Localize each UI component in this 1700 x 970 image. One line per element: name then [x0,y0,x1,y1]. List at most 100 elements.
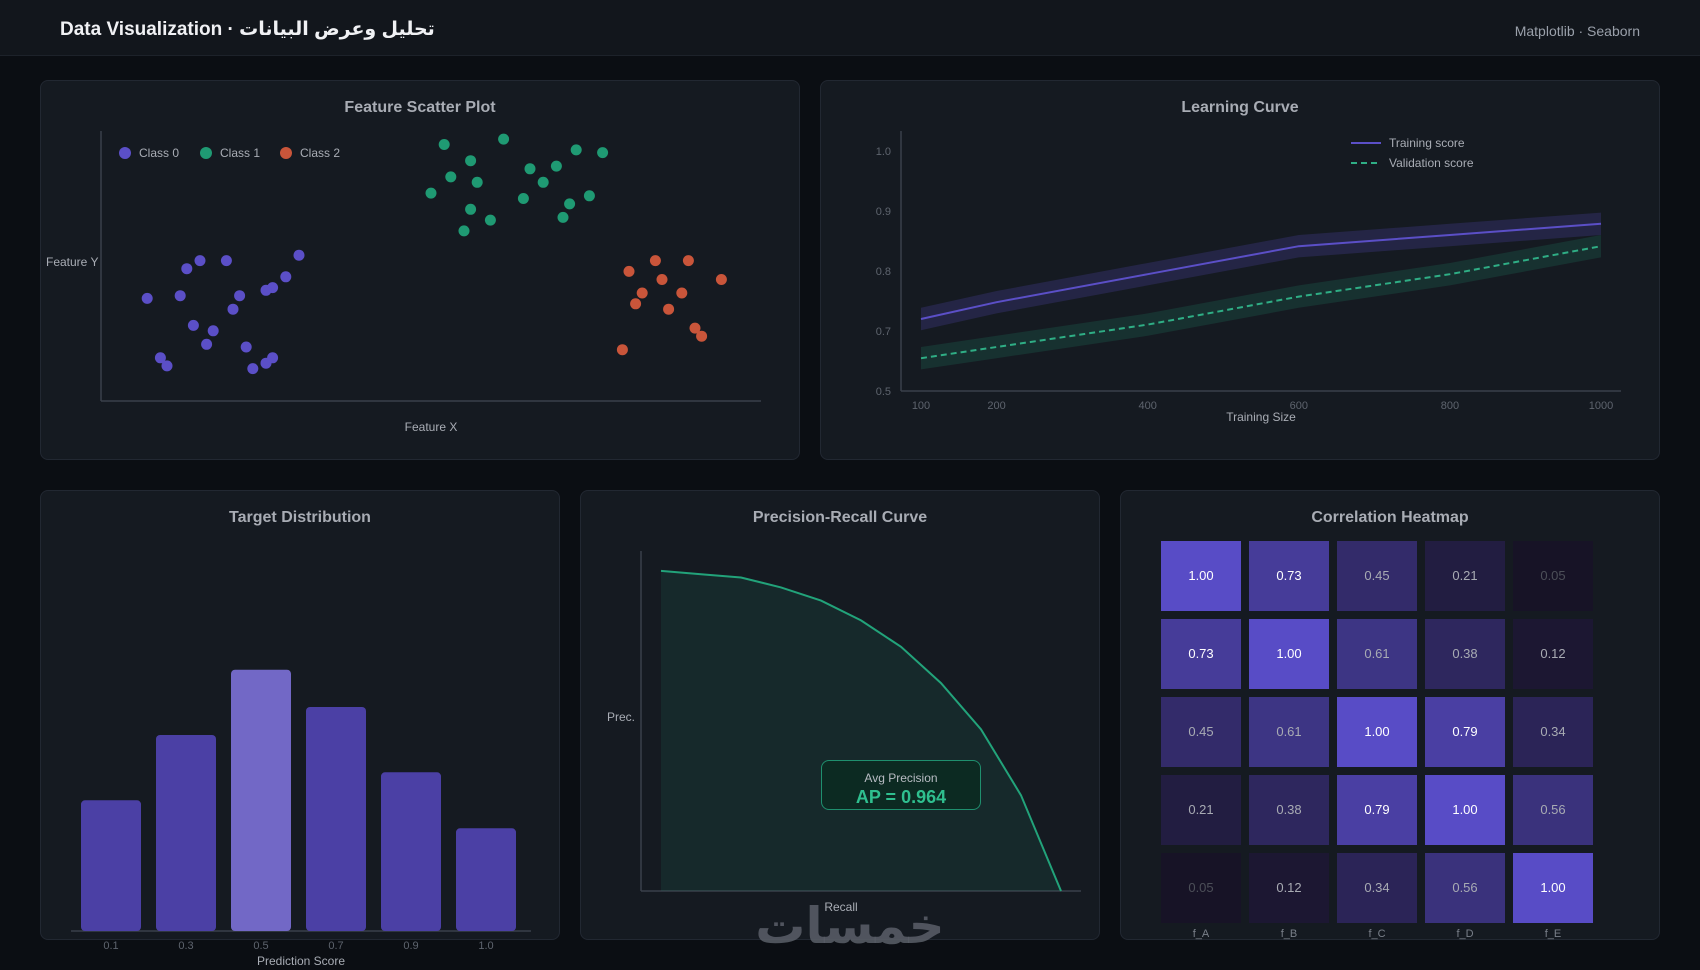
heatmap-cell: 0.12 [1249,853,1329,923]
bar-0.7 [306,707,366,931]
scatter-point-class-2 [630,298,642,310]
scatter-point-class-2 [689,322,701,334]
distribution-title: Target Distribution [229,509,371,526]
learning-y-tick: 0.5 [876,386,891,398]
learning-x-tick: 600 [1290,400,1308,412]
learning-y-tick: 1.0 [876,146,891,158]
heatmap-title: Correlation Heatmap [1311,509,1469,526]
scatter-point-class-0 [240,341,252,353]
pr-curve-chart: Prec. Recall [607,551,1081,914]
learning-x-tick: 100 [912,400,930,412]
scatter-point-class-2 [636,287,648,299]
scatter-point-class-1 [458,225,470,237]
legend-marker-class-1 [200,147,212,159]
heatmap-cell: 0.21 [1425,541,1505,611]
heatmap-cell: 1.00 [1249,619,1329,689]
scatter-point-class-0 [280,271,292,283]
learning-y-tick: 0.8 [876,266,891,278]
scatter-point-class-1 [445,171,457,183]
heatmap-cell: 0.34 [1337,853,1417,923]
ap-label: Avg Precision [864,771,938,785]
learning-y-tick: 0.9 [876,206,891,218]
heatmap-cell: 0.73 [1161,619,1241,689]
heatmap-cell: 1.00 [1513,853,1593,923]
heatmap-cell: 0.79 [1425,697,1505,767]
bar-x-tick: 0.9 [403,940,418,952]
scatter-point-class-2 [676,287,688,299]
legend-marker-class-0 [119,147,131,159]
heatmap-cell: 0.34 [1513,697,1593,767]
learning-curve-title: Learning Curve [1181,99,1299,116]
bar-x-tick: 0.1 [103,940,118,952]
heatmap-cell: 1.00 [1161,541,1241,611]
scatter-point-class-0 [201,338,213,350]
bar-x-tick: 0.5 [253,940,268,952]
learning-x-tick: 800 [1441,400,1459,412]
scatter-point-class-0 [141,292,153,304]
scatter-point-class-0 [187,319,199,331]
heatmap-cell: 0.61 [1337,619,1417,689]
learning-line-0 [920,222,1602,320]
learning-x-label: Training Size [1226,410,1296,424]
learning-x-tick: 1000 [1589,400,1613,412]
scatter-x-label: Feature X [405,420,458,434]
scatter-panel: Feature Scatter Plot Feature X Feature Y C… [40,80,800,460]
scatter-point-class-1 [570,144,582,156]
heatmap-cell: 0.45 [1161,697,1241,767]
scatter-point-class-0 [247,363,259,375]
scatter-point-class-2 [656,274,668,285]
heatmap-x-label: f_B [1280,928,1298,940]
heatmap-cell: 0.38 [1249,775,1329,845]
watermark-text: خمسات [755,897,944,955]
scatter-point-class-0 [194,255,206,267]
legend-label-class-0: Class 0 [139,146,179,160]
bar-x-tick: 0.7 [328,940,343,952]
scatter-point-class-0 [207,325,219,337]
legend-marker-class-2 [280,147,292,159]
heatmap-cell: 0.56 [1513,775,1593,845]
scatter-point-class-0 [267,352,279,364]
scatter-point-class-2 [663,303,675,315]
scatter-point-class-0 [161,360,173,372]
bar-0.3 [156,735,216,931]
bar-x-label: Prediction Score [257,954,345,968]
scatter-point-class-1 [557,211,569,223]
scatter-point-class-1 [537,176,549,188]
learning-band-0 [921,212,1601,331]
scatter-point-class-1 [465,203,477,215]
bar-0.5 [231,669,291,931]
scatter-point-class-0 [234,290,246,302]
scatter-point-class-1 [517,193,529,204]
heatmap-cell: 0.12 [1513,619,1593,689]
bar-x-tick: 0.3 [178,940,193,952]
heatmap-cell: 0.21 [1161,775,1241,845]
scatter-point-class-1 [550,160,562,172]
pr-curve-line [660,569,1062,892]
scatter-point-class-0 [220,255,232,267]
learning-curve-chart: 1.0 0.9 0.8 0.7 0.5 100 200 400 600 800 1000 Traini… [876,131,1621,424]
heatmap-cell: 0.45 [1337,541,1417,611]
heatmap-cell: 0.05 [1161,853,1241,923]
bar-1.0 [456,828,516,931]
legend-label-class-2: Class 2 [300,146,340,160]
heatmap-cell: 0.05 [1513,541,1593,611]
pr-y-label: Prec. [607,710,635,724]
scatter-point-class-2 [715,274,727,285]
scatter-point-class-2 [623,265,635,277]
app-title: Data Visualization · تحليل وعرض البيانات [60,19,435,40]
distribution-chart: 0.1 0.3 0.5 0.7 0.9 1.0 Prediction Score [71,669,531,968]
bar-0.9 [381,772,441,931]
scatter-point-class-1 [583,190,595,202]
learning-curve-panel: Learning Curve 1.0 0.9 0.8 0.7 0.5 100 200 400 6… [820,80,1660,460]
scatter-point-class-0 [181,263,193,275]
heatmap-cell: 1.00 [1425,775,1505,845]
scatter-point-class-0 [174,290,186,302]
scatter-point-class-0 [293,249,305,261]
legend-label-class-1: Class 1 [220,146,260,160]
scatter-y-label: Feature Y [46,255,98,269]
scatter-point-class-0 [227,303,239,315]
app-header: Data Visualization · تحليل وعرض البيانات… [0,0,1700,56]
distribution-panel: Target Distribution 0.1 0.3 0.5 0.7 0.9 1.0 Pr… [40,490,560,968]
scatter-point-class-1 [498,133,510,145]
scatter-point-class-1 [465,155,477,167]
